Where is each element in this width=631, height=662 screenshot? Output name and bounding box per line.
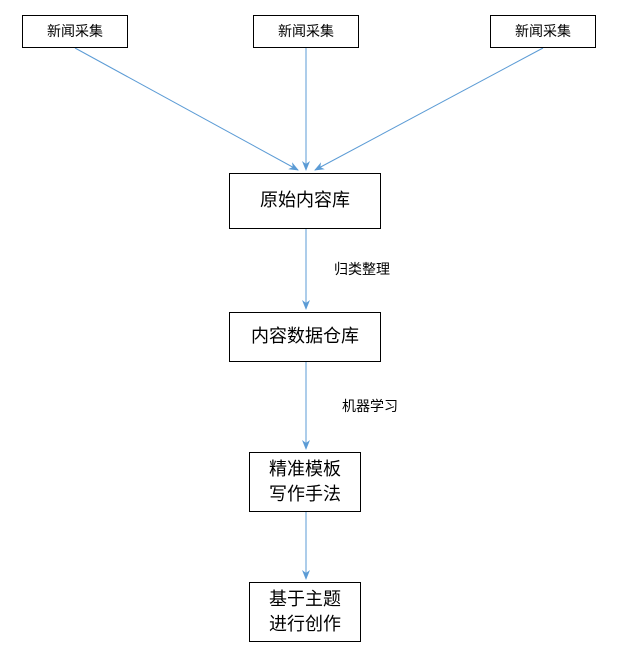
node-src2: 新闻采集	[253, 15, 359, 48]
node-raw: 原始内容库	[229, 173, 381, 229]
edge-label-1: 机器学习	[342, 396, 398, 416]
node-src1: 新闻采集	[22, 15, 128, 48]
node-repo: 内容数据仓库	[229, 312, 381, 362]
edge-label-0: 归类整理	[334, 259, 390, 279]
edge-src1-raw	[75, 48, 298, 170]
node-create: 基于主题进行创作	[249, 582, 361, 642]
node-src3: 新闻采集	[490, 15, 596, 48]
edge-src3-raw	[315, 48, 543, 170]
node-tmpl: 精准模板写作手法	[249, 452, 361, 512]
